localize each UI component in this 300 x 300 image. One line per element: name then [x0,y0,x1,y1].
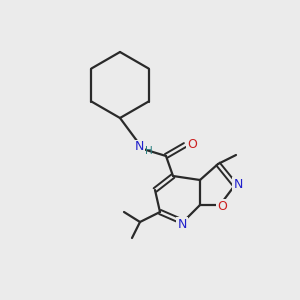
Text: H: H [145,146,153,156]
Text: O: O [187,137,197,151]
Text: N: N [177,218,187,230]
Text: N: N [233,178,243,190]
Text: N: N [134,140,144,154]
Text: O: O [217,200,227,212]
